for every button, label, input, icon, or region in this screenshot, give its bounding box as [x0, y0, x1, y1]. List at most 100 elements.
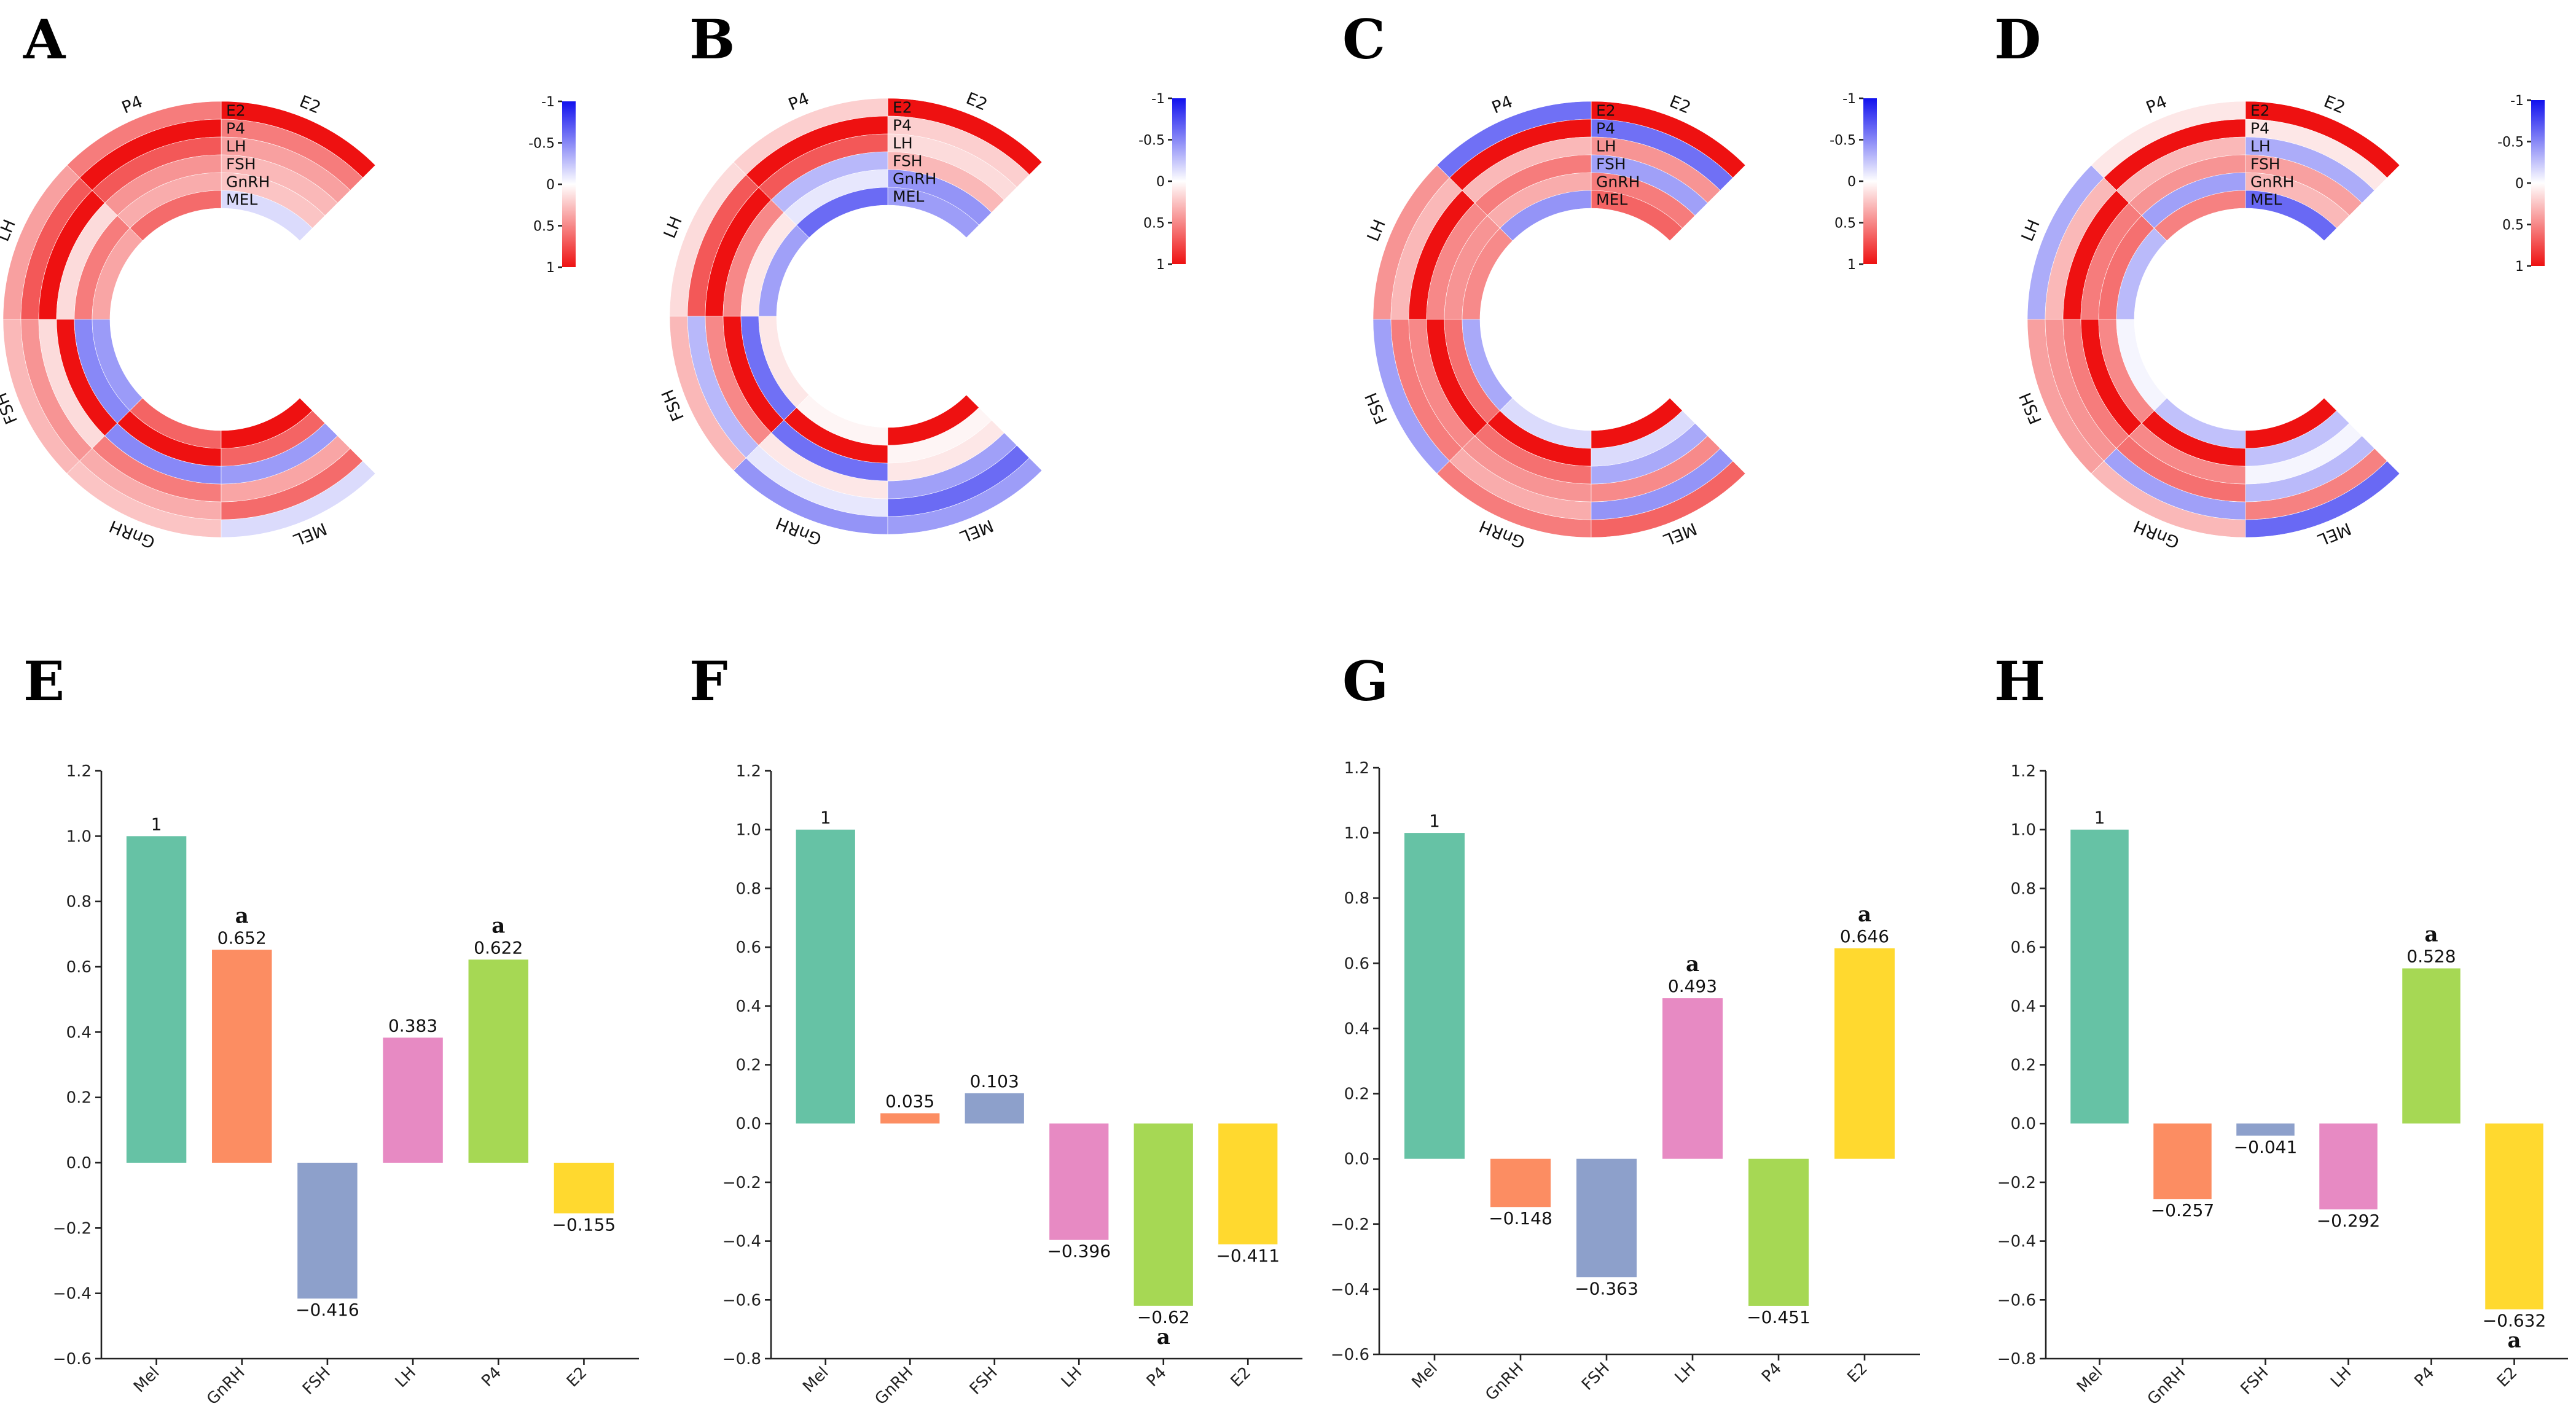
y-tick-label: 0.2 [736, 1056, 761, 1075]
y-tick-label: −0.6 [53, 1350, 92, 1368]
y-tick-label: 1.0 [1344, 824, 1369, 843]
colorbar: -1 -0.5 0 0.5 1 [2497, 93, 2545, 275]
colorbar: -1 -0.5 0 0.5 1 [528, 95, 576, 276]
y-tick-label: 1.2 [2011, 762, 2036, 781]
y-tick-label: −0.4 [53, 1285, 92, 1303]
bar [1218, 1123, 1278, 1244]
y-tick-label: 0.4 [66, 1023, 92, 1042]
ring-label: FSH [2250, 155, 2280, 173]
bar [965, 1093, 1024, 1124]
bar [1133, 1123, 1193, 1306]
heat-cell [92, 319, 143, 411]
heat-cell [2116, 228, 2167, 320]
heat-cell [1591, 190, 1683, 241]
bar-value-label: 0.646 [1840, 926, 1889, 947]
y-tick-label: −0.2 [722, 1174, 761, 1192]
y-tick-label: 1.2 [66, 762, 92, 781]
colorbar-tick-label: 0.5 [533, 219, 555, 235]
bar-chart-f: F−0.8−0.6−0.4−0.20.00.20.40.60.81.01.21M… [689, 649, 1302, 1408]
significance-mark: a [1858, 902, 1871, 927]
bar-value-label: −0.363 [1575, 1278, 1638, 1298]
heat-cell [796, 394, 888, 446]
colorbar-tick-label: 0.5 [2502, 218, 2524, 233]
heat-cell [758, 225, 810, 317]
bar [383, 1037, 443, 1163]
colorbar-tick-label: -0.5 [528, 136, 555, 152]
bar-value-label: −0.451 [1747, 1307, 1811, 1327]
ring-label: P4 [1596, 120, 1615, 138]
bar [2319, 1123, 2378, 1209]
ring-label: P4 [2250, 120, 2269, 138]
bar-value-label: 1 [2094, 808, 2105, 828]
y-tick-label: 0.2 [2011, 1056, 2036, 1075]
colorbar-tick-label: 0 [1156, 174, 1165, 190]
heat-cell [130, 397, 222, 449]
bar [468, 959, 528, 1163]
y-tick-label: 0.4 [736, 998, 761, 1016]
bar [2485, 1123, 2543, 1310]
bar [2236, 1123, 2295, 1136]
heat-cell [92, 228, 143, 320]
bar [880, 1113, 940, 1124]
heat-cell [796, 187, 888, 238]
bar-value-label: 0.493 [1668, 976, 1717, 996]
heat-cell [758, 316, 810, 408]
bar [126, 836, 187, 1163]
y-tick-label: 0.6 [66, 958, 92, 977]
bar [1748, 1158, 1809, 1306]
colorbar-tick-label: -1 [541, 95, 555, 110]
bar-value-label: −0.041 [2234, 1137, 2298, 1157]
significance-mark: a [2507, 1329, 2521, 1353]
heat-cell [887, 187, 979, 238]
colorbar: -1 -0.5 0 0.5 1 [1830, 92, 1877, 273]
y-tick-label: 0.6 [2011, 939, 2036, 957]
heat-cell [2154, 190, 2246, 241]
colorbar-tick-label: -0.5 [2497, 135, 2524, 150]
bar [297, 1163, 358, 1299]
colorbar-gradient [1863, 98, 1877, 264]
colorbar-tick-label: 0.5 [1834, 216, 1856, 232]
panel-letter: B [689, 7, 735, 71]
bar-value-label: 1 [151, 814, 162, 834]
heat-cell [2154, 397, 2246, 449]
bar-value-label: 0.652 [217, 927, 267, 948]
bar [1662, 998, 1723, 1159]
heat-cell [2245, 190, 2337, 241]
bar-value-label: −0.155 [552, 1214, 616, 1235]
panel-letter: G [1342, 649, 1388, 713]
colorbar-tick-label: -0.5 [1830, 133, 1856, 149]
y-tick-label: 0.0 [736, 1115, 761, 1133]
bar-value-label: −0.257 [2151, 1200, 2215, 1220]
ring-label: E2 [893, 99, 912, 117]
bar [1049, 1123, 1109, 1240]
y-tick-label: 0.8 [1344, 889, 1369, 908]
bar-value-label: −0.632 [2483, 1311, 2547, 1331]
ring-label: MEL [2250, 191, 2282, 209]
y-tick-label: −0.4 [1331, 1281, 1369, 1299]
y-tick-label: 0.6 [1344, 955, 1369, 973]
ring-label: E2 [1596, 102, 1616, 120]
bar-value-label: −0.411 [1216, 1246, 1280, 1266]
panel-letter: C [1342, 7, 1385, 71]
y-tick-label: 1.0 [736, 821, 761, 840]
y-tick-label: 1.2 [736, 762, 761, 781]
ring-label: P4 [226, 120, 245, 138]
panel-letter: A [23, 7, 66, 71]
colorbar-tick-label: 1 [2515, 259, 2524, 275]
ring-label: FSH [1596, 155, 1626, 173]
y-tick-label: 0.4 [1344, 1020, 1369, 1038]
bar-value-label: −0.62 [1137, 1307, 1190, 1327]
bar [1576, 1158, 1637, 1278]
colorbar-tick-label: -1 [1151, 92, 1165, 107]
y-tick-label: 0.6 [736, 939, 761, 957]
y-tick-label: 0.4 [2011, 998, 2036, 1016]
y-tick-label: −0.4 [1997, 1233, 2036, 1251]
bar-value-label: 1 [820, 808, 831, 828]
heat-cell [1462, 319, 1513, 411]
colorbar-tick-label: -1 [1842, 92, 1856, 107]
y-tick-label: −0.4 [722, 1233, 761, 1251]
ring-label: MEL [226, 191, 257, 209]
significance-mark: a [235, 904, 249, 928]
bar [2153, 1123, 2212, 1200]
